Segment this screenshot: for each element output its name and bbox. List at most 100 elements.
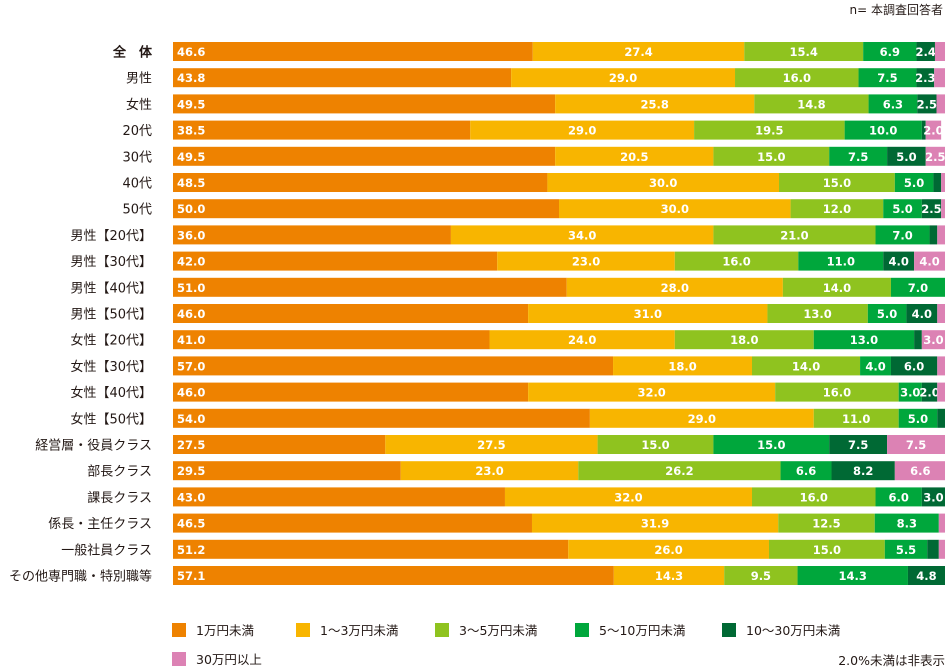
segment-value-label: 2.5: [917, 97, 937, 111]
bar-segment: [173, 225, 451, 245]
bar-segment: [863, 42, 917, 61]
bar-segment: [907, 566, 945, 585]
bar-segment: [450, 225, 714, 245]
bar-segment: [173, 382, 529, 402]
segment-value-label: 7.5: [848, 438, 868, 452]
segment-value-label: 14.3: [655, 569, 683, 583]
bar-segment: [752, 356, 861, 376]
segment-value-label: 32.0: [614, 490, 642, 504]
segment-value-label: 14.0: [792, 359, 820, 373]
bar-segment: [173, 120, 471, 140]
segment-value-label: 46.0: [177, 307, 205, 321]
segment-value-label: 14.0: [823, 281, 851, 295]
bar-segment: [400, 461, 579, 481]
segment-value-label: 14.3: [839, 569, 867, 583]
segment-value-label: 49.5: [177, 97, 205, 111]
bar-segment: [936, 94, 945, 114]
bar-segment: [916, 42, 935, 61]
bar-segment: [752, 487, 876, 507]
segment-value-label: 15.0: [641, 438, 669, 452]
bar-segment: [173, 461, 401, 481]
segment-value-label: 29.5: [177, 464, 205, 478]
segment-value-label: 50.0: [177, 202, 205, 216]
category-label: 40代: [122, 177, 152, 192]
bar-segment: [934, 68, 945, 88]
bar-segment: [941, 173, 945, 192]
bar-segment: [929, 225, 938, 245]
bar-segment: [470, 120, 695, 140]
bar-segment: [559, 199, 791, 219]
bar-segment: [768, 539, 885, 559]
segment-value-label: 41.0: [177, 333, 205, 347]
sample-size-note: n= 本調査回答者: [849, 3, 943, 17]
bar-segment: [937, 408, 945, 428]
segment-value-label: 2.3: [915, 71, 935, 85]
bar-segment: [173, 435, 386, 454]
segment-value-label: 30.0: [661, 202, 689, 216]
bar-segment: [489, 330, 675, 350]
bar-segment: [780, 461, 832, 481]
bar-segment: [555, 146, 714, 166]
segment-value-label: 2.0: [923, 124, 943, 138]
bar-segment: [875, 225, 930, 245]
bar-segment: [797, 566, 908, 585]
bar-segment: [173, 94, 556, 114]
segment-value-label: 15.0: [813, 543, 841, 557]
bar-segment: [937, 304, 945, 323]
category-label: 女性【20代】: [70, 333, 152, 349]
bar-segment: [555, 94, 755, 114]
segment-value-label: 51.0: [177, 281, 205, 295]
segment-value-label: 2.5: [921, 202, 941, 216]
bar-segment: [497, 251, 675, 271]
segment-value-label: 16.0: [800, 490, 828, 504]
segment-value-label: 5.0: [892, 202, 912, 216]
bar-segment: [921, 487, 945, 507]
bar-segment: [874, 513, 939, 533]
segment-value-label: 26.0: [654, 543, 682, 557]
category-label: 50代: [122, 203, 152, 218]
segment-value-label: 27.4: [624, 45, 652, 59]
bar-segment: [613, 356, 752, 376]
bar-segment: [934, 42, 945, 61]
bar-segment: [779, 173, 895, 192]
segment-value-label: 31.9: [641, 517, 669, 531]
segment-value-label: 12.0: [823, 202, 851, 216]
segment-value-label: 51.2: [177, 543, 205, 557]
segment-value-label: 3.0: [900, 386, 920, 400]
segment-value-label: 5.5: [896, 543, 916, 557]
segment-value-label: 8.2: [853, 464, 873, 478]
segment-value-label: 42.0: [177, 255, 205, 269]
bar-segment: [898, 382, 922, 402]
bar-segment: [173, 513, 532, 533]
segment-value-label: 16.0: [722, 255, 750, 269]
segment-value-label: 14.8: [797, 97, 825, 111]
segment-value-label: 24.0: [568, 333, 596, 347]
bar-segment: [937, 382, 945, 402]
segment-value-label: 15.0: [823, 176, 851, 190]
legend-swatch: [296, 622, 310, 637]
segment-value-label: 20.5: [620, 150, 648, 164]
bar-segment: [744, 42, 864, 61]
bar-segment: [782, 277, 891, 297]
segment-value-label: 32.0: [637, 386, 665, 400]
segment-value-label: 18.0: [668, 359, 696, 373]
segment-value-label: 57.1: [177, 569, 205, 583]
segment-value-label: 48.5: [177, 176, 205, 190]
segment-value-label: 12.5: [812, 517, 840, 531]
legend-swatch: [722, 622, 736, 637]
bar-segment: [844, 120, 922, 140]
bar-segment: [790, 199, 884, 219]
bar-segment: [883, 199, 922, 219]
bar-segment: [578, 461, 781, 481]
bar-segment: [511, 68, 736, 88]
legend-item: 1〜3万円未満: [296, 620, 398, 639]
segment-value-label: 21.0: [780, 228, 808, 242]
bar-segment: [938, 513, 945, 533]
bar-segment: [173, 68, 512, 88]
segment-value-label: 31.0: [634, 307, 662, 321]
bar-segment: [694, 120, 845, 140]
bar-segment: [937, 225, 945, 245]
bar-segment: [767, 304, 868, 323]
bar-segment: [173, 539, 569, 559]
segment-value-label: 3.0: [923, 490, 943, 504]
